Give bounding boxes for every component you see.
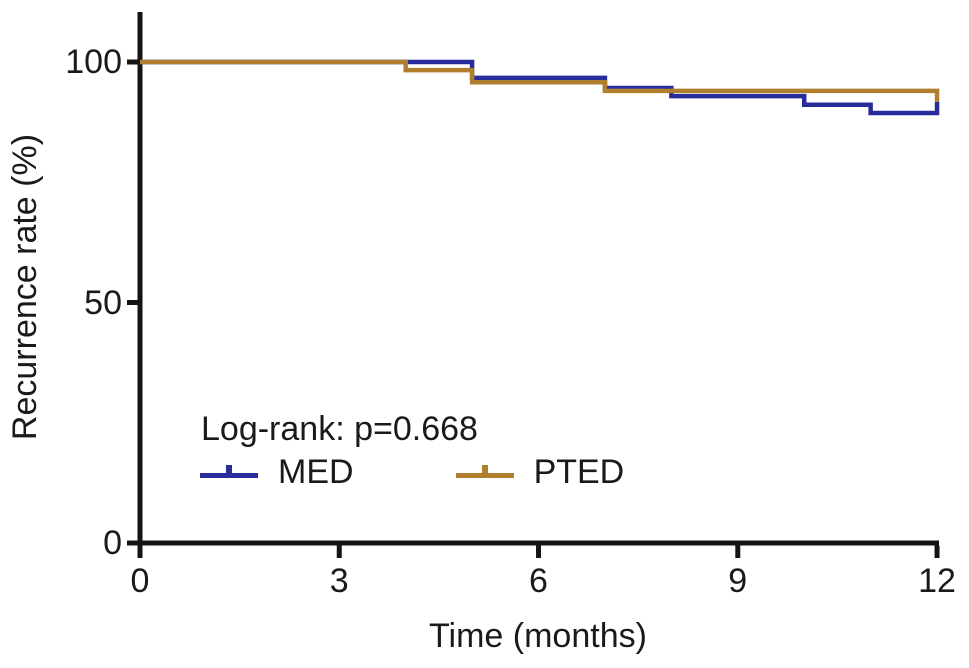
y-tick-label: 0 [103,524,122,562]
curve-med [140,59,940,116]
legend: MED PTED [200,452,624,492]
legend-label-med: MED [278,453,354,491]
med-censor-tick-icon [226,464,232,475]
y-tick-label: 100 [65,43,122,81]
x-tick-label: 9 [728,562,748,600]
x-tick-label: 12 [918,562,956,600]
x-axis-title: Time (months) [429,617,647,655]
x-tick-label: 0 [130,562,150,600]
legend-label-pted: PTED [533,453,625,491]
legend-item-pted: PTED [455,452,625,492]
x-tick-label: 6 [529,562,548,600]
curve-pted [140,59,940,102]
pted-line-swatch [455,464,514,478]
y-tick-label: 50 [84,283,122,322]
y-axis-title: Recurrence rate (%) [6,133,44,441]
logrank-annotation: Log-rank: p=0.668 [201,410,478,448]
legend-item-med: MED [200,452,354,492]
pted-censor-tick-icon [481,464,488,475]
x-tick-label: 3 [329,562,349,600]
med-line-swatch [200,464,258,478]
